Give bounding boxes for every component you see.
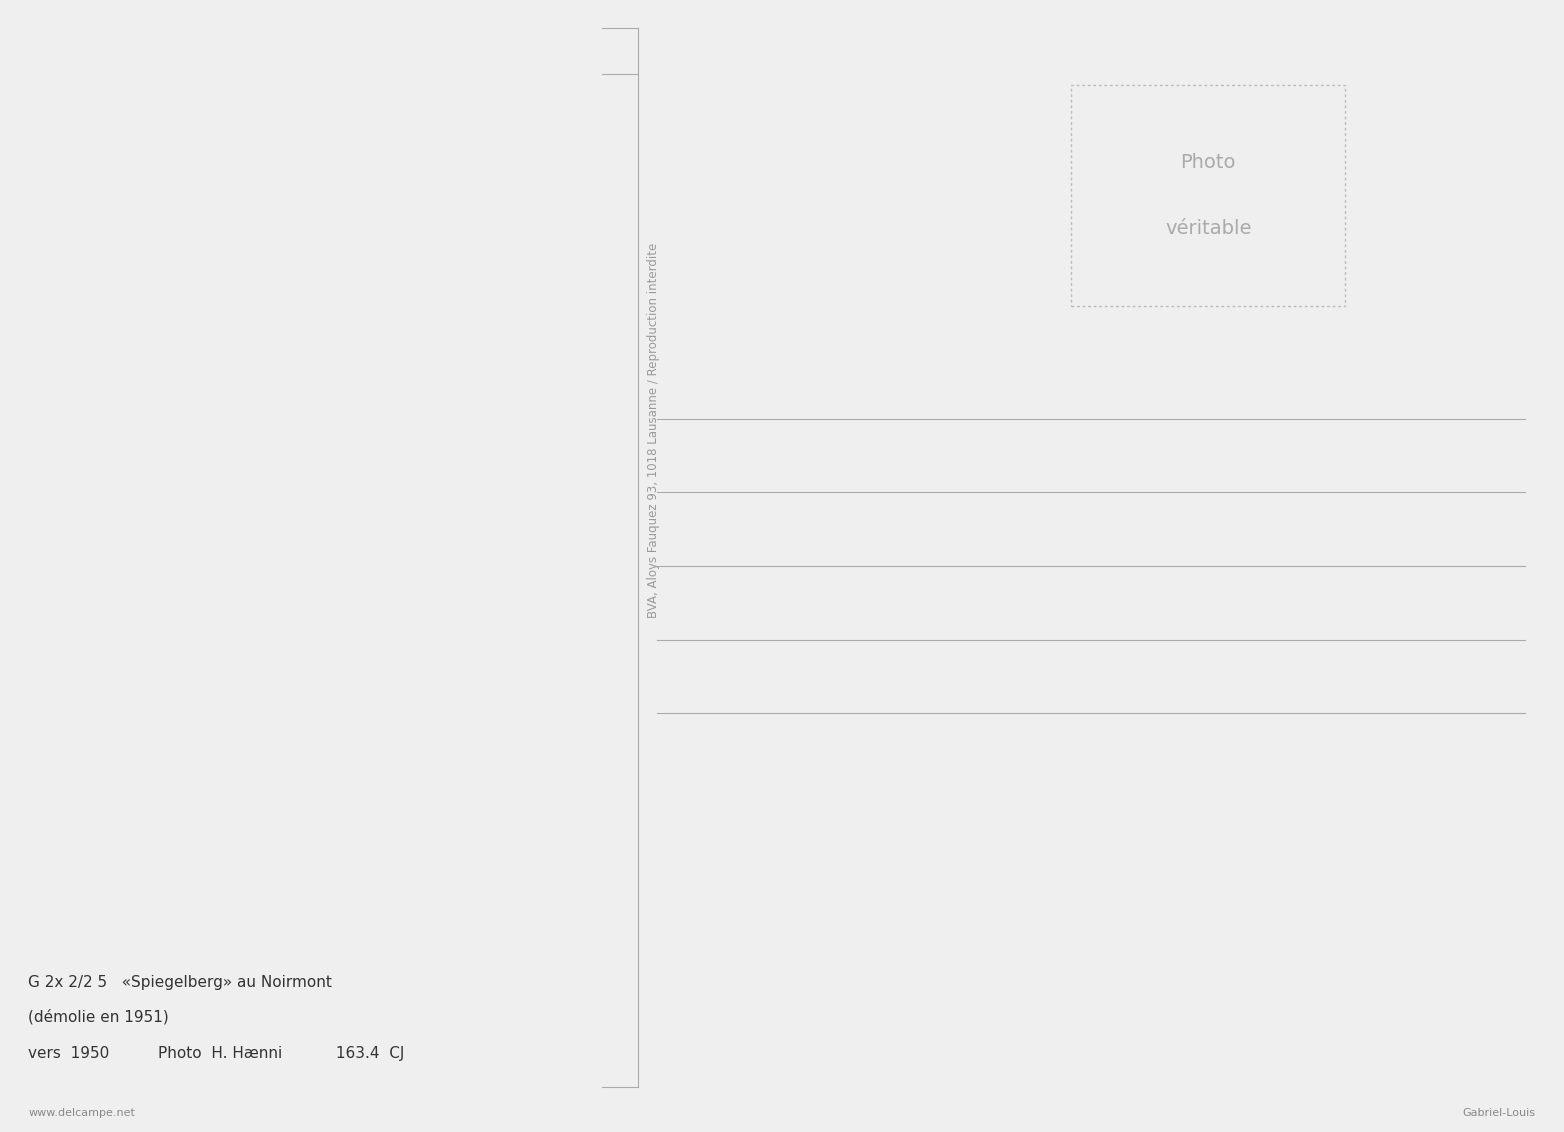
Text: véritable: véritable bbox=[1165, 218, 1251, 238]
Text: G 2x 2/2 5   «Spiegelberg» au Noirmont: G 2x 2/2 5 «Spiegelberg» au Noirmont bbox=[28, 976, 332, 990]
Text: Photo: Photo bbox=[1181, 153, 1236, 172]
Text: Gabriel-Louis: Gabriel-Louis bbox=[1462, 1108, 1536, 1118]
Text: www.delcampe.net: www.delcampe.net bbox=[28, 1108, 135, 1118]
Text: (démolie en 1951): (démolie en 1951) bbox=[28, 1009, 169, 1024]
Text: BVA, Aloys Fauquez 93, 1018 Lausanne / Reproduction interdite: BVA, Aloys Fauquez 93, 1018 Lausanne / R… bbox=[647, 242, 660, 618]
Text: vers  1950          Photo  H. Hænni           163.4  CJ: vers 1950 Photo H. Hænni 163.4 CJ bbox=[28, 1046, 405, 1061]
